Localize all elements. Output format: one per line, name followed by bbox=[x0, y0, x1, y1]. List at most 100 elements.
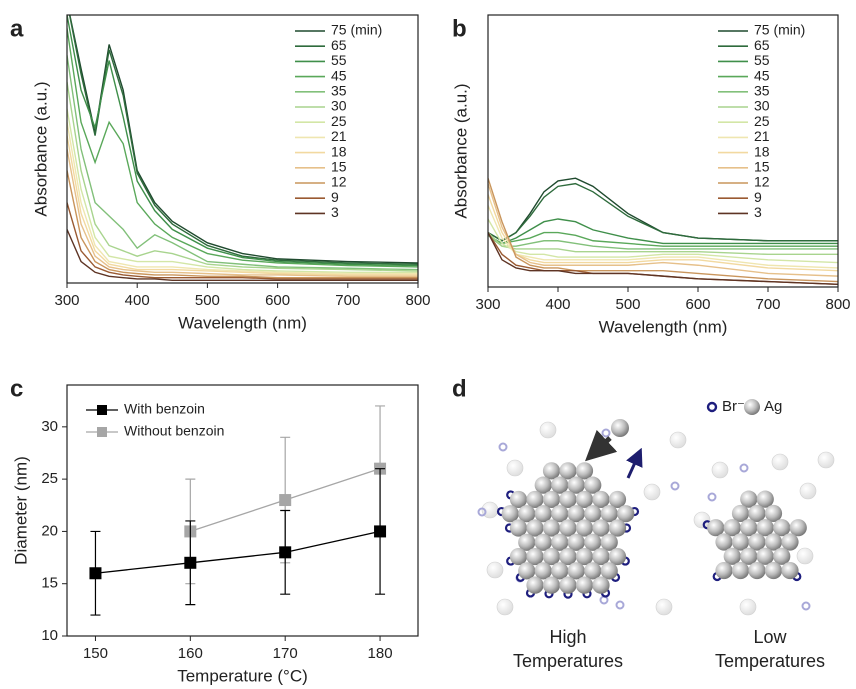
ag-atom bbox=[781, 561, 799, 580]
free-ag-atom bbox=[486, 561, 504, 579]
legend-label: 30 bbox=[754, 98, 770, 114]
ag-atom bbox=[748, 561, 766, 580]
legend-label: 12 bbox=[331, 174, 347, 190]
y-tick-label: 25 bbox=[41, 470, 58, 487]
free-ag-atom bbox=[539, 421, 557, 439]
marker bbox=[279, 494, 292, 507]
legend-label: 55 bbox=[754, 52, 770, 68]
legend-label: With benzoin bbox=[124, 401, 205, 417]
caption: Temperatures bbox=[513, 651, 623, 671]
spectrum-line bbox=[67, 148, 418, 277]
legend-label: 35 bbox=[754, 83, 770, 99]
spectrum-line bbox=[488, 182, 838, 242]
caption: Temperatures bbox=[715, 651, 825, 671]
free-ag-atom bbox=[739, 598, 757, 616]
incoming-ag bbox=[611, 419, 629, 437]
legend-label: 21 bbox=[754, 128, 770, 144]
ag-atom bbox=[600, 533, 618, 551]
ag-atom bbox=[789, 519, 807, 537]
ag-atom bbox=[559, 576, 577, 594]
ag-atom bbox=[592, 576, 610, 594]
spectrum-line bbox=[67, 28, 418, 268]
spectrum-line bbox=[488, 183, 838, 277]
spectrum-line bbox=[488, 205, 838, 269]
ag-atom bbox=[551, 476, 569, 494]
ag-atom bbox=[518, 505, 536, 523]
x-tick-label: 180 bbox=[368, 645, 393, 662]
legend-label: 3 bbox=[754, 204, 762, 220]
legend-label: 25 bbox=[754, 113, 770, 129]
ag-atom bbox=[600, 505, 618, 523]
legend-label: 45 bbox=[754, 67, 770, 83]
spectrum-line bbox=[67, 108, 418, 273]
y-axis-label: Absorbance (a.u.) bbox=[451, 83, 470, 218]
y-axis-label: Diameter (nm) bbox=[11, 456, 30, 565]
spectrum-line bbox=[67, 15, 418, 267]
legend-br bbox=[706, 401, 718, 413]
spectrum-line bbox=[67, 229, 418, 282]
ag-atom bbox=[723, 547, 741, 565]
spectrum-line bbox=[67, 135, 418, 276]
ag-atom bbox=[756, 519, 774, 537]
legend-label: Ag bbox=[764, 398, 782, 415]
panel-label: c bbox=[10, 375, 23, 402]
spectrum-line bbox=[67, 122, 418, 275]
free-br-ion bbox=[739, 463, 749, 473]
ag-atom bbox=[731, 561, 750, 580]
x-tick-label: 500 bbox=[615, 296, 640, 313]
y-tick-label: 20 bbox=[41, 522, 58, 539]
spectrum-line bbox=[68, 15, 418, 265]
spectrum-line bbox=[488, 232, 838, 256]
ag-atom bbox=[756, 490, 774, 508]
free-ag-atom bbox=[693, 511, 711, 529]
ag-atom bbox=[509, 547, 528, 566]
ag-atom bbox=[526, 576, 544, 594]
x-tick-label: 700 bbox=[335, 292, 360, 309]
x-tick-label: 800 bbox=[825, 296, 850, 313]
free-ag-atom bbox=[496, 598, 514, 616]
legend-label: 75 (min) bbox=[754, 22, 805, 38]
ag-atom bbox=[584, 476, 602, 494]
x-tick-label: 600 bbox=[685, 296, 710, 313]
caption: High bbox=[549, 627, 586, 647]
ag-atom bbox=[542, 462, 561, 480]
x-tick-label: 500 bbox=[195, 292, 220, 309]
free-br-ion bbox=[477, 507, 487, 517]
legend-label: 9 bbox=[331, 189, 339, 205]
ag-atom bbox=[575, 576, 594, 594]
legend-label: 30 bbox=[331, 98, 347, 114]
ag-atom bbox=[526, 490, 544, 509]
x-tick-label: 300 bbox=[54, 292, 79, 309]
ag-atom bbox=[748, 504, 766, 523]
ag-atom bbox=[731, 504, 750, 523]
ag-atom bbox=[723, 519, 741, 537]
spectrum-line bbox=[488, 231, 838, 247]
marker bbox=[184, 556, 197, 569]
ag-atom bbox=[600, 562, 618, 580]
ag-atom bbox=[592, 547, 610, 566]
legend-label: 15 bbox=[331, 159, 347, 175]
marker bbox=[89, 567, 102, 580]
ag-atom bbox=[559, 547, 577, 566]
panel-label: a bbox=[10, 15, 24, 42]
x-axis-label: Wavelength (nm) bbox=[599, 317, 728, 336]
free-br-ion bbox=[670, 481, 680, 491]
legend-ag bbox=[744, 399, 760, 415]
panel-label: d bbox=[452, 375, 467, 402]
ag-atom bbox=[715, 533, 733, 551]
x-tick-label: 170 bbox=[273, 645, 298, 662]
free-ag-atom bbox=[506, 459, 524, 477]
plot-area bbox=[488, 177, 838, 285]
ag-atom bbox=[567, 533, 585, 551]
ag-atom bbox=[756, 547, 774, 565]
y-tick-label: 30 bbox=[41, 418, 58, 435]
ag-atom bbox=[542, 547, 561, 566]
ag-atom bbox=[526, 547, 544, 566]
ag-atom bbox=[534, 476, 552, 494]
ag-atom bbox=[567, 505, 585, 523]
legend-label: 25 bbox=[331, 113, 347, 129]
x-tick-label: 300 bbox=[475, 296, 500, 313]
ag-atom bbox=[608, 519, 627, 537]
free-br-ion bbox=[599, 595, 609, 605]
